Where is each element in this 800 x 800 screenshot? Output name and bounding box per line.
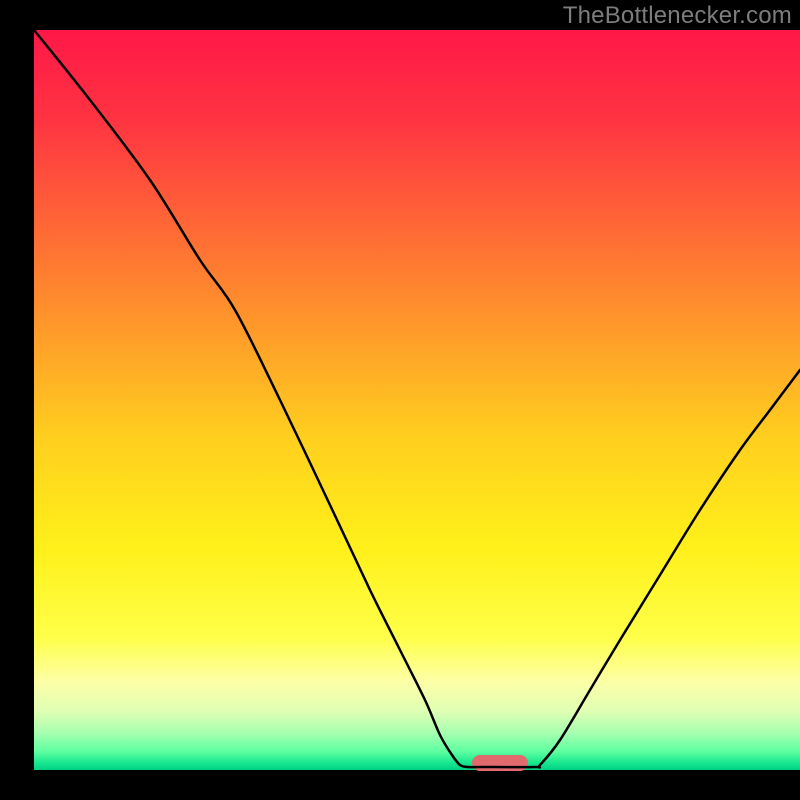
plot-area: [34, 30, 800, 770]
bottleneck-chart: [0, 0, 800, 800]
bottleneck-marker: [472, 755, 528, 771]
watermark-text: TheBottlenecker.com: [563, 2, 792, 30]
chart-container: TheBottlenecker.com: [0, 0, 800, 800]
